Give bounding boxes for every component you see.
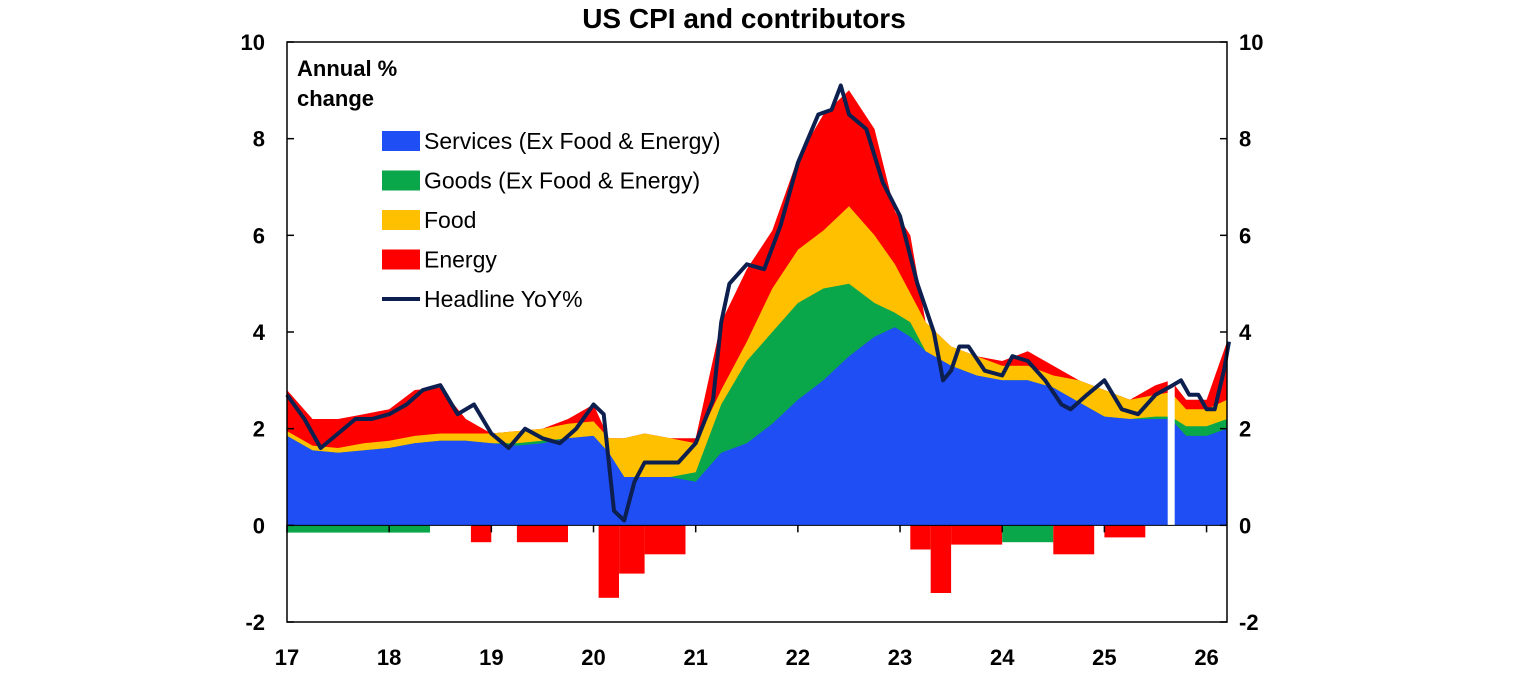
x-tick-label: 19 (479, 645, 503, 670)
negative-bar-1 (470, 525, 492, 543)
x-tick-label: 23 (888, 645, 912, 670)
x-tick-label: 25 (1092, 645, 1116, 670)
x-tick-label: 26 (1194, 645, 1218, 670)
legend-label-energy: Energy (424, 247, 497, 273)
y-tick-label-right: 4 (1239, 320, 1252, 345)
legend: Services (Ex Food & Energy) Goods (Ex Foo… (382, 128, 721, 312)
area-services (287, 327, 1227, 526)
y-tick-label-left: 10 (241, 30, 265, 55)
y-tick-label-left: -2 (245, 610, 265, 635)
negative-bar-10 (1053, 525, 1095, 555)
x-tick-label: 17 (275, 645, 299, 670)
legend-label-goods: Goods (Ex Food & Energy) (424, 168, 700, 194)
y-ticks-left: -2 0 2 4 6 8 10 (241, 30, 294, 635)
x-tick-label: 18 (377, 645, 401, 670)
y-tick-label-left: 4 (253, 320, 266, 345)
x-tick-label: 21 (683, 645, 707, 670)
y-tick-label-left: 0 (253, 513, 265, 538)
x-ticks: 17 18 19 20 21 22 23 24 25 26 (275, 525, 1219, 670)
negative-bar-3 (598, 525, 619, 598)
negative-bar-7 (930, 525, 952, 593)
y-tick-label-left: 2 (253, 417, 265, 442)
chart-title: US CPI and contributors (582, 3, 906, 34)
y-tick-label-right: -2 (1239, 610, 1259, 635)
legend-swatch-goods (382, 170, 420, 191)
y-tick-label-right: 2 (1239, 417, 1251, 442)
x-tick-label: 22 (786, 645, 810, 670)
negative-bar-9 (1002, 525, 1054, 543)
legend-label-food: Food (424, 207, 476, 233)
negative-bar-6 (910, 525, 931, 550)
data-gap (1167, 380, 1175, 526)
negative-bar-8 (951, 525, 1003, 545)
y-tick-label-right: 6 (1239, 223, 1251, 248)
legend-swatch-food (382, 210, 420, 230)
y-axis-label-line-1: Annual % (297, 56, 397, 81)
headline-line (285, 83, 1231, 523)
x-tick-label: 24 (990, 645, 1015, 670)
y-axis-label-line-2: change (297, 86, 374, 111)
y-ticks-right: -2 0 2 4 6 8 10 (1220, 30, 1263, 635)
legend-swatch-energy (382, 249, 420, 270)
negative-bar-4 (619, 525, 645, 574)
negative-bar-5 (644, 525, 686, 555)
y-tick-label-right: 8 (1239, 127, 1251, 152)
plot-area (285, 83, 1231, 598)
x-tick-label: 20 (581, 645, 605, 670)
y-tick-label-left: 8 (253, 127, 265, 152)
negative-bar-0 (287, 525, 430, 533)
negative-bar-11 (1104, 525, 1146, 538)
legend-label-services: Services (Ex Food & Energy) (424, 128, 721, 154)
y-tick-label-right: 0 (1239, 513, 1251, 538)
y-tick-label-right: 10 (1239, 30, 1263, 55)
y-tick-label-left: 6 (253, 223, 265, 248)
legend-swatch-services (382, 131, 420, 151)
negative-bar-2 (516, 525, 568, 543)
legend-label-headline: Headline YoY% (424, 286, 583, 312)
